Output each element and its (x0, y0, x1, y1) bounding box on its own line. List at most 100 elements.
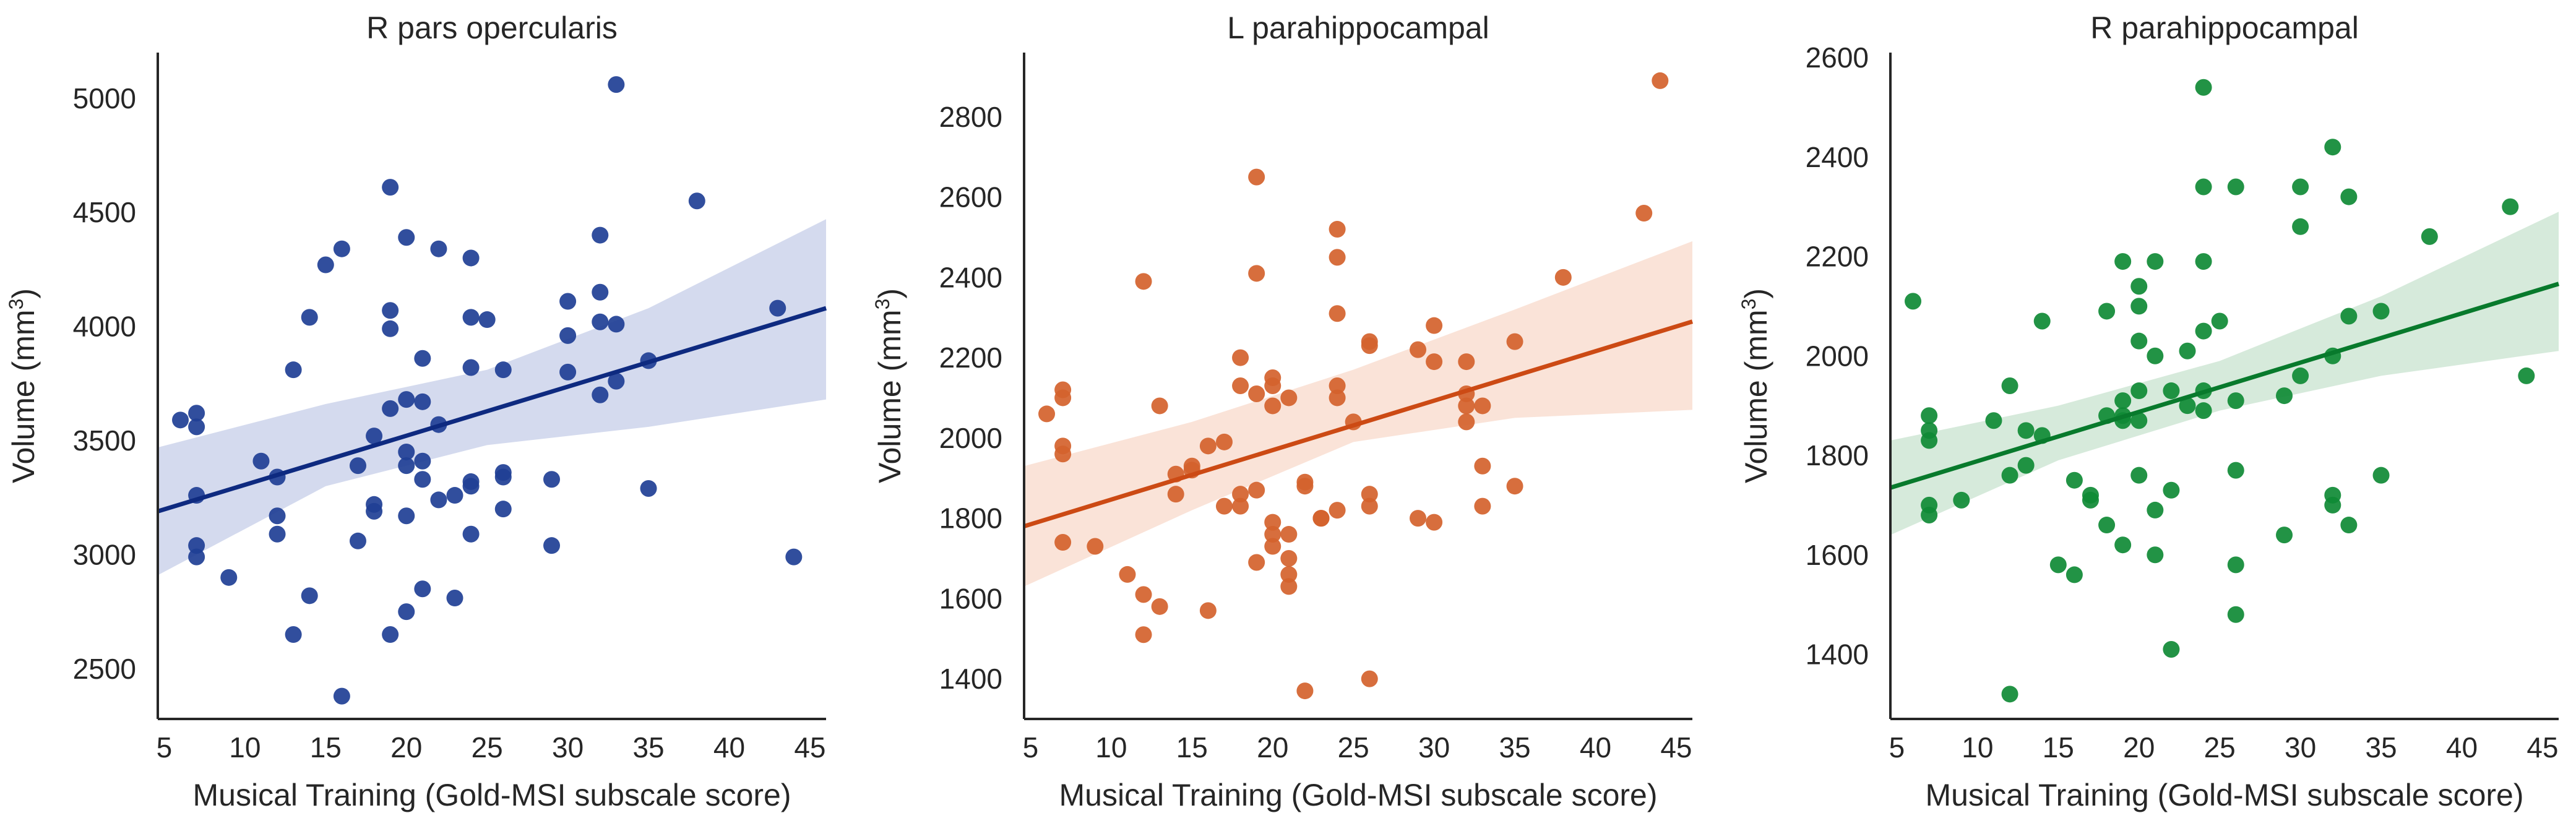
scatter-point (2227, 606, 2244, 623)
y-axis-label-superscript: 3 (5, 299, 27, 310)
y-tick-label: 1400 (1806, 639, 1869, 671)
scatter-point (1296, 478, 1314, 495)
scatter-point (1280, 566, 1298, 583)
scatter-point (1087, 538, 1104, 555)
scatter-point (1199, 602, 1217, 619)
scatter-point (2518, 367, 2535, 384)
scatter-point (2163, 640, 2180, 658)
scatter-point (608, 316, 625, 333)
x-tick-label: 15 (1176, 731, 1208, 764)
scatter-point (543, 537, 561, 554)
scatter-point (1474, 457, 1491, 475)
x-tick-label: 40 (2446, 731, 2478, 764)
x-tick-label: 5 (1889, 731, 1905, 764)
scatter-point (1248, 168, 1265, 186)
scatter-point (382, 400, 399, 417)
scatter-point (2130, 298, 2148, 315)
x-tick-label: 40 (713, 731, 745, 764)
scatter-point (2179, 342, 2196, 359)
scatter-point (2372, 467, 2390, 484)
y-tick-label: 2400 (939, 261, 1002, 293)
scatter-point (2211, 312, 2228, 330)
x-tick-label: 10 (229, 731, 261, 764)
scatter-point (333, 687, 350, 705)
x-tick-label: 30 (552, 731, 584, 764)
scatter-point (2340, 188, 2358, 205)
confidence-band (1890, 212, 2559, 535)
y-axis-label-text: Volume (mm (872, 309, 907, 483)
scatter-point (2098, 303, 2116, 320)
scatter-point (382, 626, 399, 643)
scatter-point (2276, 527, 2293, 544)
x-tick-label: 35 (1499, 731, 1530, 764)
scatter-point (2340, 517, 2358, 534)
x-tick-label: 5 (1023, 731, 1039, 764)
scatter-point (1054, 445, 1072, 463)
scatter-point (382, 179, 399, 196)
scatter-point (1248, 265, 1265, 282)
scatter-point (462, 359, 480, 376)
scatter-point (1248, 481, 1265, 499)
scatter-point (2195, 79, 2212, 96)
scatter-point (2195, 253, 2212, 270)
scatter-point (188, 537, 205, 554)
scatter-point (1329, 305, 1346, 322)
scatter-point (398, 229, 415, 246)
scatter-point (1921, 506, 1938, 523)
scatter-point (608, 76, 625, 93)
scatter-point (1119, 566, 1136, 583)
scatter-point (559, 363, 577, 381)
scatter-point (1280, 578, 1298, 595)
scatter-point (2001, 377, 2018, 394)
x-tick-label: 30 (1418, 731, 1450, 764)
y-tick-label: 1400 (939, 663, 1002, 695)
y-tick-label: 2600 (939, 181, 1002, 213)
y-tick-label: 1600 (1806, 539, 1869, 571)
scatter-point (2130, 332, 2148, 350)
scatter-point (1215, 433, 1233, 450)
panel-title: R pars opercularis (366, 11, 618, 45)
scatter-point (1038, 405, 1056, 423)
scatter-point (1426, 353, 1443, 371)
y-tick-label: 2200 (1806, 241, 1869, 273)
y-axis-label: Volume (mm3) (871, 288, 907, 483)
x-tick-label: 20 (1257, 731, 1288, 764)
scatter-point (1280, 526, 1298, 543)
y-tick-label: 1800 (1806, 439, 1869, 471)
y-tick-label: 4000 (73, 311, 136, 343)
scatter-point (252, 452, 270, 470)
scatter-point (1410, 341, 1427, 358)
scatter-point (1474, 497, 1491, 515)
scatter-point (1215, 497, 1233, 515)
scatter-point (1361, 497, 1378, 515)
scatter-point (769, 299, 786, 317)
scatter-point (640, 480, 657, 497)
scatter-point (543, 471, 561, 488)
scatter-point (2340, 308, 2358, 325)
scatter-point (382, 320, 399, 337)
y-tick-label: 3500 (73, 424, 136, 457)
scatter-point (2227, 462, 2244, 479)
scatter-point (188, 405, 205, 422)
scatter-point (2195, 322, 2212, 340)
scatter-point (1506, 333, 1523, 350)
scatter-point (430, 491, 447, 509)
scatter-point (220, 569, 238, 586)
scatter-point (1232, 497, 1249, 515)
scatter-point (2114, 536, 2132, 554)
scatter-point (1635, 205, 1653, 222)
scatter-point (1264, 397, 1282, 415)
scatter-point (301, 587, 318, 604)
y-tick-label: 2400 (1806, 141, 1869, 173)
y-tick-label: 2000 (1806, 340, 1869, 372)
scatter-point (2227, 392, 2244, 410)
scatter-point (172, 411, 189, 429)
x-axis-label: Musical Training (Gold-MSI subscale scor… (1059, 778, 1658, 812)
scatter-point (398, 507, 415, 525)
scatter-point (1426, 514, 1443, 531)
scatter-point (559, 293, 577, 310)
scatter-point (2502, 198, 2519, 215)
panel-3: 5 10 15 20 25 30 35 40 45 1400 1600 1800 2000 2200 240… (1738, 11, 2560, 812)
scatter-point (1151, 598, 1168, 615)
scatter-point (2372, 303, 2390, 320)
